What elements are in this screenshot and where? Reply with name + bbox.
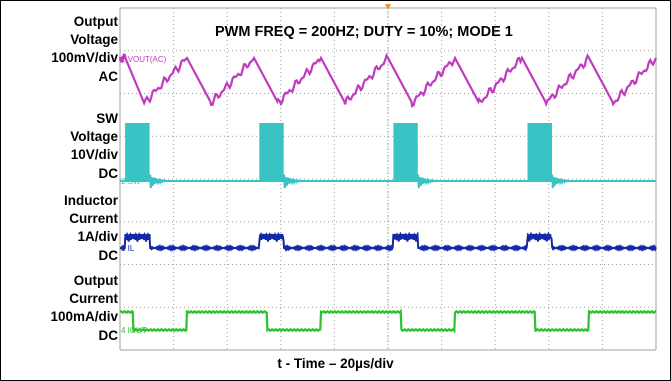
- trigger-marker: [385, 4, 391, 10]
- ch2-label: SW Voltage 10V/div DC: [70, 111, 118, 181]
- ch4-iout-trace: [119, 308, 657, 334]
- ch4-label: Output Current 100mA/div DC: [50, 273, 118, 343]
- ch1-label: Output Voltage 100mV/div AC: [51, 14, 118, 84]
- ch-tag-1: 1 VOUT(AC): [121, 55, 167, 64]
- ch-tag-3: 3 IL: [121, 244, 135, 253]
- x-axis-label: t - Time – 20µs/div: [277, 356, 394, 371]
- chart-title: PWM FREQ = 200HZ; DUTY = 10%; MODE 1: [215, 24, 513, 40]
- ch3-label: Inductor Current 1A/div DC: [64, 193, 118, 263]
- ch2-sw-baseline: [120, 174, 656, 189]
- ch1-vout-trace: [118, 52, 657, 108]
- ch2-sw-bursts: [125, 123, 552, 181]
- ch3-il-trace: [119, 231, 657, 252]
